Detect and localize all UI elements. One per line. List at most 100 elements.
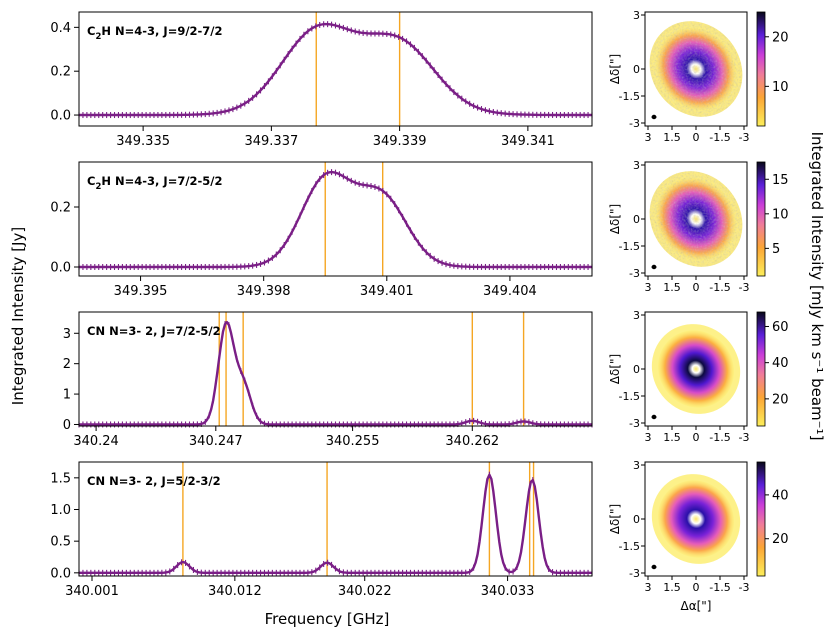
x-tick-label: 349.395 bbox=[114, 284, 168, 299]
spectrum-frame bbox=[78, 11, 593, 127]
y-tick-label: 0.0 bbox=[50, 109, 71, 124]
spectrum-title: C2H N=4-3, J=9/2-7/2 bbox=[87, 24, 223, 42]
map-x-tick-label: 1.5 bbox=[663, 281, 681, 294]
map-x-tick-label: 0 bbox=[693, 281, 700, 294]
colorbar bbox=[756, 11, 766, 127]
map-y-tick-label: 0 bbox=[633, 513, 640, 526]
emission-speckle bbox=[649, 171, 743, 267]
colorbar-tick-label: 10 bbox=[772, 80, 789, 95]
spectrum-panel-3: 340.24 340.247 340.255 340.262 0 1 2 3 CN N=3- 2… bbox=[63, 311, 593, 449]
colorbar-tick-label: 40 bbox=[772, 488, 789, 503]
map-x-tick-label: 3 bbox=[645, 131, 652, 144]
map-panel-2: 3 1.5 0 -1.5 -3 3 0 -1.5 -3 Δδ["] 5 10 15 bbox=[608, 159, 789, 294]
map-x-tick-label: 1.5 bbox=[663, 431, 681, 444]
colorbar-tick-label: 20 bbox=[772, 532, 789, 547]
map-panel-1: 3 1.5 0 -1.5 -3 3 0 -1.5 -3 Δδ["] 10 20 bbox=[608, 9, 789, 144]
map-y-tick-label: 0 bbox=[633, 63, 640, 76]
colorbar-label: Integrated Intensity [mJy km s⁻¹ beam⁻¹] bbox=[808, 132, 826, 441]
x-tick-label: 349.401 bbox=[360, 284, 414, 299]
map-y-tick-label: -1.5 bbox=[619, 390, 640, 403]
beam-marker bbox=[651, 114, 657, 120]
colorbar bbox=[756, 311, 766, 427]
y-tick-label: 1.5 bbox=[50, 471, 71, 486]
error-bars bbox=[78, 471, 593, 576]
spectrum-panel-2: 349.395 349.398 349.401 349.404 0.0 0.2 C2H N=… bbox=[50, 161, 593, 299]
emission-core bbox=[658, 330, 734, 408]
map-x-tick-label: -3 bbox=[739, 131, 750, 144]
y-tick-label: 0.4 bbox=[50, 21, 71, 36]
map-x-tick-label: -3 bbox=[739, 581, 750, 594]
x-tick-label: 349.339 bbox=[373, 134, 427, 149]
spectrum-line bbox=[79, 473, 592, 574]
map-panel-3: 3 1.5 0 -1.5 -3 3 0 -1.5 -3 Δδ["] 20 40 60 bbox=[608, 309, 789, 444]
colorbar-tick-label: 60 bbox=[772, 320, 789, 335]
spectrum-frame bbox=[78, 461, 593, 577]
spectrum-panel-4: 340.001 340.012 340.022 340.033 0.0 0.5 1.0 1.5… bbox=[50, 461, 593, 599]
colorbar-tick-label: 5 bbox=[772, 242, 780, 257]
map-x-tick-label: 3 bbox=[645, 431, 652, 444]
shared-y-label: Integrated Intensity [Jy] bbox=[9, 227, 27, 405]
x-tick-label: 349.337 bbox=[244, 134, 298, 149]
map-y-label: Δδ["] bbox=[608, 354, 622, 384]
y-tick-label: 0.2 bbox=[50, 201, 71, 216]
x-tick-label: 349.341 bbox=[501, 134, 555, 149]
map-y-tick-label: 3 bbox=[633, 159, 640, 172]
spectrum-title: CN N=3- 2, J=7/2-5/2 bbox=[87, 324, 221, 338]
map-panel-4: 3 1.5 0 -1.5 -3 3 0 -1.5 -3 Δδ["] 20 40 bbox=[608, 459, 789, 594]
y-tick-label: 1 bbox=[63, 388, 71, 403]
y-tick-label: 2 bbox=[63, 357, 71, 372]
x-tick-label: 340.247 bbox=[189, 434, 243, 449]
emission-map bbox=[649, 171, 743, 267]
map-x-tick-label: -1.5 bbox=[709, 281, 730, 294]
x-tick-label: 349.398 bbox=[237, 284, 291, 299]
map-y-tick-label: -3 bbox=[629, 417, 640, 430]
map-x-tick-label: -1.5 bbox=[709, 581, 730, 594]
emission-speckle bbox=[649, 21, 743, 117]
beam-marker bbox=[651, 264, 657, 270]
colorbar-tick-label: 20 bbox=[772, 392, 789, 407]
map-y-tick-label: 0 bbox=[633, 213, 640, 226]
error-bars bbox=[78, 169, 593, 270]
emission-map bbox=[651, 474, 741, 564]
y-tick-label: 0.5 bbox=[50, 535, 71, 550]
colorbar-tick-label: 10 bbox=[772, 207, 789, 222]
map-x-label: Δα["] bbox=[680, 599, 711, 613]
colorbar-tick-label: 15 bbox=[772, 173, 789, 188]
map-x-tick-label: 0 bbox=[693, 131, 700, 144]
y-tick-label: 1.0 bbox=[50, 503, 71, 518]
map-y-tick-label: -3 bbox=[629, 117, 640, 130]
map-x-tick-label: 1.5 bbox=[663, 581, 681, 594]
colorbar-tick-label: 40 bbox=[772, 356, 789, 371]
map-y-tick-label: -3 bbox=[629, 567, 640, 580]
map-x-tick-label: 3 bbox=[645, 281, 652, 294]
emission-core bbox=[658, 480, 734, 558]
colorbar bbox=[756, 161, 766, 277]
x-tick-label: 340.262 bbox=[445, 434, 499, 449]
map-y-tick-label: -1.5 bbox=[619, 240, 640, 253]
map-y-tick-label: 0 bbox=[633, 363, 640, 376]
spectrum-frame bbox=[78, 311, 593, 427]
map-x-tick-label: 0 bbox=[693, 431, 700, 444]
x-tick-label: 349.335 bbox=[116, 134, 170, 149]
emission-map bbox=[651, 324, 741, 414]
map-y-label: Δδ["] bbox=[608, 204, 622, 234]
x-tick-label: 340.012 bbox=[208, 584, 262, 599]
y-tick-label: 0.0 bbox=[50, 261, 71, 276]
colorbar-tick-label: 20 bbox=[772, 30, 789, 45]
x-tick-label: 340.255 bbox=[326, 434, 380, 449]
map-y-tick-label: -1.5 bbox=[619, 90, 640, 103]
x-tick-label: 349.404 bbox=[483, 284, 537, 299]
spectrum-title: CN N=3- 2, J=5/2-3/2 bbox=[87, 474, 221, 488]
beam-marker bbox=[651, 414, 657, 420]
map-x-tick-label: -1.5 bbox=[709, 431, 730, 444]
x-tick-label: 340.24 bbox=[73, 434, 119, 449]
colorbar bbox=[756, 461, 766, 577]
map-x-tick-label: 0 bbox=[693, 581, 700, 594]
map-y-tick-label: 3 bbox=[633, 9, 640, 22]
spectra-panels: 349.335 349.337 349.339 349.341 0.0 0.2 0.4 C2H… bbox=[50, 11, 593, 599]
y-tick-label: 0.2 bbox=[50, 65, 71, 80]
spectrum-title: C2H N=4-3, J=7/2-5/2 bbox=[87, 174, 223, 192]
map-y-tick-label: 3 bbox=[633, 459, 640, 472]
beam-marker bbox=[651, 564, 657, 570]
